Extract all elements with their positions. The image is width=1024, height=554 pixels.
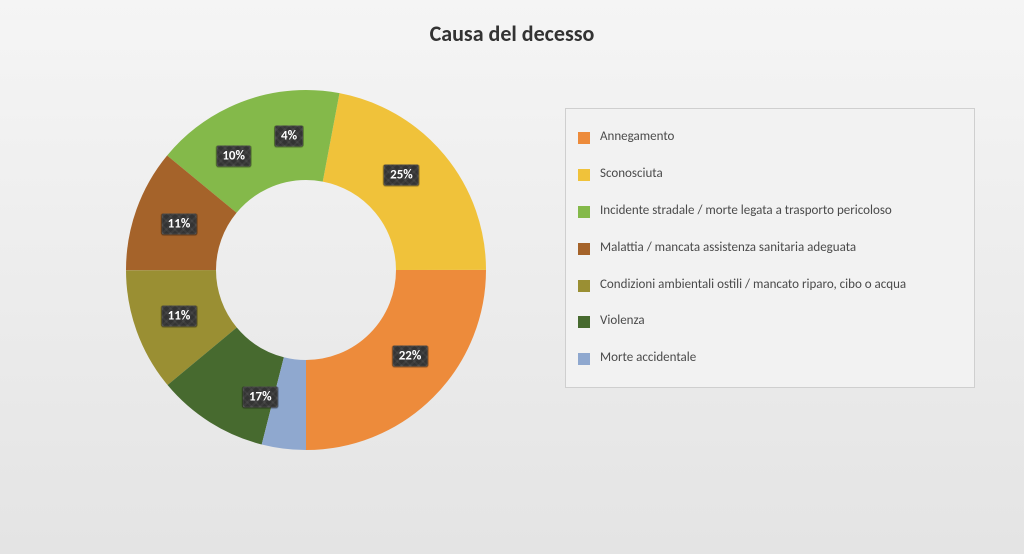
donut-chart bbox=[126, 90, 486, 450]
legend-item: Incidente stradale / morte legata a tras… bbox=[578, 193, 962, 230]
legend-label: Violenza bbox=[600, 313, 962, 330]
legend-swatch bbox=[578, 353, 590, 365]
legend-swatch bbox=[578, 243, 590, 255]
legend-item: Sconosciuta bbox=[578, 156, 962, 193]
legend-swatch bbox=[578, 169, 590, 181]
legend-swatch bbox=[578, 280, 590, 292]
legend-label: Incidente stradale / morte legata a tras… bbox=[600, 203, 962, 220]
legend-label: Condizioni ambientali ostili / mancato r… bbox=[600, 277, 962, 294]
legend-item: Annegamento bbox=[578, 119, 962, 156]
legend-swatch bbox=[578, 206, 590, 218]
legend-label: Malattia / mancata assistenza sanitaria … bbox=[600, 240, 962, 257]
legend-label: Sconosciuta bbox=[600, 166, 962, 183]
legend-item: Violenza bbox=[578, 303, 962, 340]
chart-title: Causa del decesso bbox=[0, 20, 1024, 47]
legend-item: Morte accidentale bbox=[578, 340, 962, 377]
legend-label: Morte accidentale bbox=[600, 350, 962, 367]
legend-item: Malattia / mancata assistenza sanitaria … bbox=[578, 230, 962, 267]
legend-item: Condizioni ambientali ostili / mancato r… bbox=[578, 267, 962, 304]
legend-label: Annegamento bbox=[600, 129, 962, 146]
chart-legend: Annegamento Sconosciuta Incidente stradale… bbox=[565, 108, 975, 388]
legend-swatch bbox=[578, 316, 590, 328]
legend-swatch bbox=[578, 132, 590, 144]
